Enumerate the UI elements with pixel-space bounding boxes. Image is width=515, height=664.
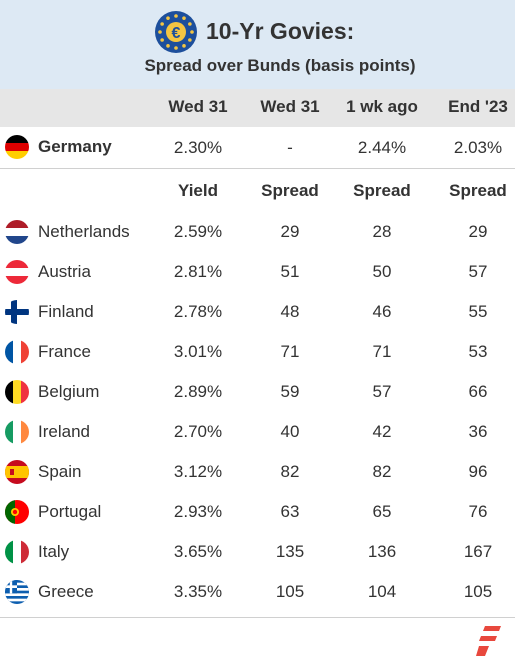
brand-logo-icon [476,626,501,656]
nl-flag-icon [5,220,29,244]
cell-spread-wed: 71 [280,342,300,361]
cell-spread-1wk: 136 [367,542,397,561]
cell-yield: 2.59% [173,222,223,241]
cell-yield: 2.93% [173,502,223,521]
cell-spread-1wk: 65 [372,502,392,521]
country-name: Netherlands [38,222,130,241]
page-title: 10-Yr Govies: [206,18,355,44]
cell-yield: 3.01% [173,342,223,361]
benchmark-country: Germany [38,137,112,156]
subheader-spread-wed: Spread [261,181,319,200]
subheader-spread-1wk: Spread [353,181,411,200]
country-name: Austria [38,262,91,281]
cell-spread-1wk: 82 [372,462,392,481]
cell-yield: 3.12% [173,462,223,481]
cell-spread-1wk: 28 [372,222,392,241]
cell-spread-1wk: 50 [372,262,392,281]
cell-yield: 2.81% [173,262,223,281]
cell-yield: 3.35% [173,582,223,601]
country-name: Greece [38,582,94,601]
column-header-yield-date: Wed 31 [168,97,228,116]
svg-text:€: € [172,25,181,42]
cell-spread-wed: 51 [280,262,300,281]
divider [0,168,515,169]
cell-spread-end23: 29 [468,222,488,241]
fr-flag-icon [5,340,29,364]
country-name: Portugal [38,502,102,521]
page-subtitle: Spread over Bunds (basis points) [144,56,416,75]
de-flag-icon [5,135,29,159]
country-name: Belgium [38,382,100,401]
es-flag-icon [5,460,29,484]
cell-yield: 2.89% [173,382,223,401]
be-flag-icon [5,380,29,404]
cell-spread-wed: 29 [280,222,300,241]
country-name: Spain [38,462,82,481]
column-header-1wk: 1 wk ago [346,97,418,116]
subheader-yield: Yield [178,181,218,200]
gr-flag-icon [5,580,29,604]
cell-yield: 2.78% [173,302,223,321]
cell-spread-wed: 82 [280,462,300,481]
benchmark-end23: 2.03% [453,138,503,157]
cell-spread-end23: 96 [468,462,488,481]
cell-spread-wed: 48 [280,302,300,321]
cell-spread-wed: 40 [280,422,300,441]
column-header-spread-date: Wed 31 [260,97,320,116]
country-name: France [38,342,91,361]
country-name: Finland [38,302,94,321]
it-flag-icon [5,540,29,564]
cell-spread-end23: 167 [463,542,493,561]
pt-flag-icon [5,500,29,524]
cell-spread-1wk: 71 [372,342,392,361]
cell-spread-end23: 76 [468,502,488,521]
subheader-spread-end23: Spread [449,181,507,200]
cell-spread-end23: 53 [468,342,488,361]
cell-spread-1wk: 57 [372,382,392,401]
cell-spread-wed: 59 [280,382,300,401]
cell-spread-end23: 66 [468,382,488,401]
cell-spread-wed: 105 [275,582,305,601]
cell-spread-1wk: 104 [367,582,397,601]
ie-flag-icon [5,420,29,444]
cell-spread-wed: 63 [280,502,300,521]
benchmark-1wk: 2.44% [357,138,407,157]
divider [0,617,515,618]
benchmark-yield: 2.30% [173,138,223,157]
cell-spread-end23: 55 [468,302,488,321]
cell-spread-1wk: 46 [372,302,392,321]
cell-spread-wed: 135 [275,542,305,561]
benchmark-spread: - [287,138,293,157]
column-header-end23: End '23 [448,97,508,116]
country-name: Ireland [38,422,90,441]
country-name: Italy [38,542,70,561]
cell-spread-end23: 36 [468,422,488,441]
column-header-band [0,89,515,127]
cell-yield: 3.65% [173,542,223,561]
cell-spread-end23: 57 [468,262,488,281]
cell-spread-end23: 105 [463,582,493,601]
euro-icon: € [155,11,197,53]
cell-yield: 2.70% [173,422,223,441]
fi-flag-icon [5,300,29,324]
header [0,0,515,89]
at-flag-icon [5,260,29,284]
cell-spread-1wk: 42 [372,422,392,441]
